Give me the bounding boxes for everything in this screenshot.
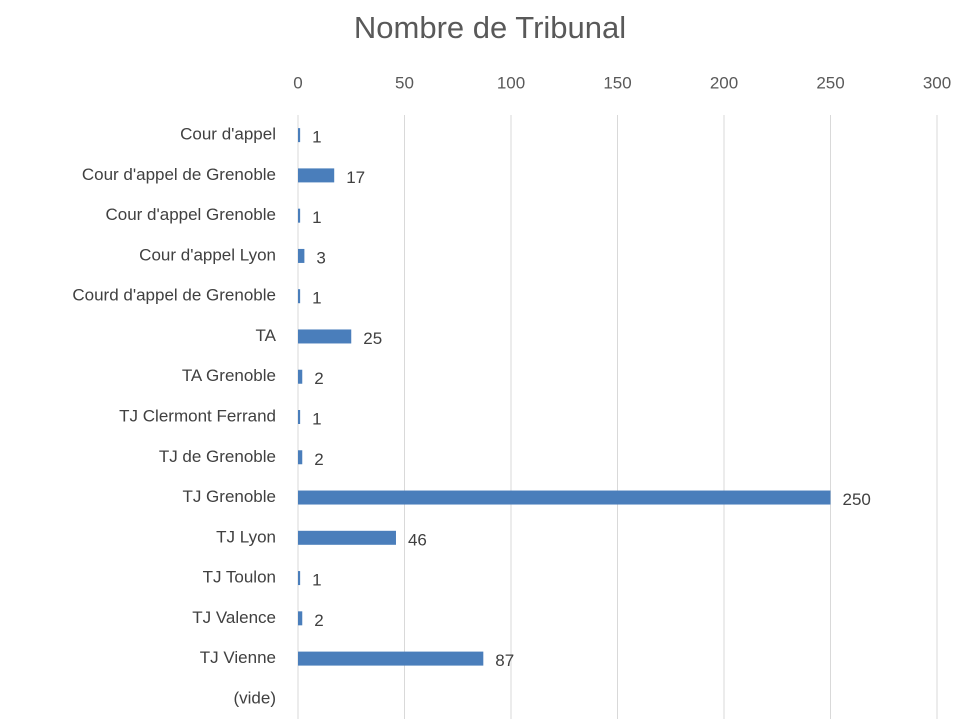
y-tick-label: TJ Valence [192,608,276,627]
y-tick-label: (vide) [233,688,276,707]
data-label: 1 [312,571,321,590]
data-label: 1 [312,208,321,227]
bar [298,611,303,626]
data-label: 1 [312,289,321,308]
x-tick-label: 100 [497,73,525,92]
data-label: 46 [408,530,427,549]
data-label: 87 [495,651,514,670]
x-tick-label: 0 [293,73,302,92]
data-label: 2 [314,611,323,630]
data-label: 3 [316,248,325,267]
data-label: 25 [363,329,382,348]
bar [298,490,831,505]
y-tick-label: TJ Grenoble [182,487,276,506]
data-label: 2 [314,450,323,469]
bar [298,369,303,384]
bar [298,248,305,263]
bar [298,571,301,586]
bar [298,651,484,666]
x-tick-label: 250 [816,73,844,92]
y-tick-label: Courd d'appel de Grenoble [72,286,276,305]
x-tick-label: 200 [710,73,738,92]
y-tick-label: TA [256,326,277,345]
bar [298,450,303,465]
y-tick-label: Cour d'appel Grenoble [105,205,276,224]
data-label: 17 [346,168,365,187]
bar [298,208,301,223]
data-label: 1 [312,409,321,428]
bar [298,168,335,183]
y-tick-label: TJ Clermont Ferrand [119,406,276,425]
data-label: 1 [312,128,321,147]
y-tick-label: Cour d'appel Lyon [139,245,276,264]
bar [298,329,352,344]
y-tick-label: Cour d'appel de Grenoble [82,165,276,184]
y-tick-label: TJ Lyon [216,527,276,546]
chart-title: Nombre de Tribunal [354,10,626,45]
data-label: 250 [843,490,871,509]
x-tick-label: 150 [603,73,631,92]
y-tick-label: TJ Vienne [200,648,276,667]
y-tick-label: TJ de Grenoble [159,447,276,466]
y-tick-label: Cour d'appel [180,125,276,144]
data-label: 2 [314,369,323,388]
bar [298,289,301,304]
y-tick-label: TA Grenoble [182,366,276,385]
y-tick-label: TJ Toulon [203,568,276,587]
bar [298,410,301,424]
bar [298,530,396,545]
bar [298,128,301,143]
x-tick-label: 300 [923,73,951,92]
x-tick-label: 50 [395,73,414,92]
